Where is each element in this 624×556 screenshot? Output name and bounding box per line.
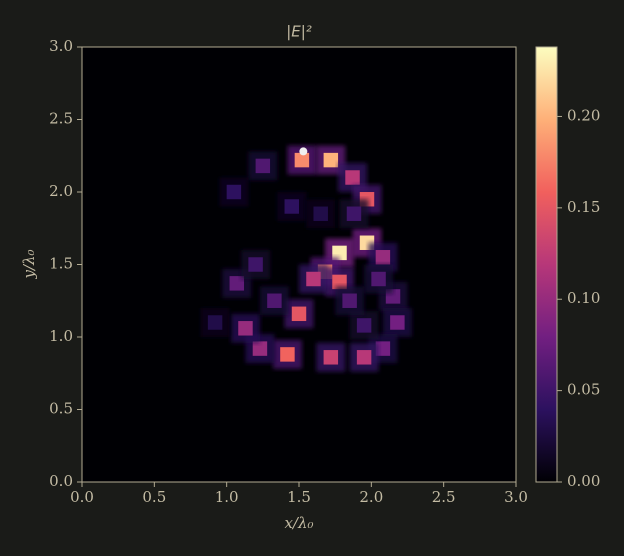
cell (207, 315, 223, 330)
cell (294, 152, 310, 168)
y-tick-label: 1.0 (49, 327, 73, 345)
x-tick-label: 1.0 (215, 488, 239, 506)
cell (226, 184, 242, 200)
colorbar-tick-label: 0.00 (567, 472, 600, 490)
cell (291, 306, 307, 322)
y-tick-label: 3.0 (49, 37, 73, 55)
cell (267, 293, 282, 308)
cell (306, 271, 321, 287)
cell (390, 315, 405, 330)
cell (280, 347, 295, 362)
cell (332, 245, 347, 261)
colorbar-tick-label: 0.15 (567, 198, 600, 216)
chart-title: |E|² (286, 23, 312, 41)
x-axis-label: x/λ₀ (284, 514, 313, 532)
x-tick-label: 1.5 (287, 488, 311, 506)
cell (356, 350, 372, 365)
colorbar-frame (535, 46, 558, 483)
colorbar-tick-label: 0.10 (567, 289, 600, 307)
cell (248, 257, 263, 272)
cell (255, 158, 271, 174)
cell (229, 276, 245, 291)
y-tick-label: 0.5 (49, 400, 73, 418)
x-tick-label: 2.5 (432, 488, 456, 506)
cell (238, 321, 253, 336)
cells (200, 145, 412, 372)
cell (323, 152, 339, 168)
x-tick-label: 3.0 (504, 488, 528, 506)
colorbar-tick-label: 0.05 (567, 381, 600, 399)
plot-background (82, 47, 516, 482)
colorbar (536, 47, 557, 482)
cell (356, 318, 372, 333)
colorbar-tick-label: 0.20 (567, 106, 600, 124)
cell (345, 170, 360, 185)
x-tick-label: 0.5 (142, 488, 166, 506)
cell (371, 271, 386, 287)
source-marker (299, 147, 308, 156)
cell (284, 199, 299, 214)
cell (323, 350, 339, 365)
y-tick-label: 2.0 (49, 182, 73, 200)
y-tick-label: 1.5 (49, 255, 73, 273)
cell (332, 274, 347, 290)
cell (252, 341, 268, 356)
x-tick-label: 2.0 (359, 488, 383, 506)
y-tick-label: 2.5 (49, 110, 73, 128)
cell (313, 206, 328, 221)
cell (375, 341, 391, 356)
cell (342, 293, 357, 308)
cell (346, 206, 362, 221)
cell (375, 250, 391, 265)
y-tick-label: 0.0 (49, 472, 73, 490)
y-axis-label: y/λ₀ (20, 249, 38, 279)
x-tick-label: 0.0 (70, 488, 94, 506)
